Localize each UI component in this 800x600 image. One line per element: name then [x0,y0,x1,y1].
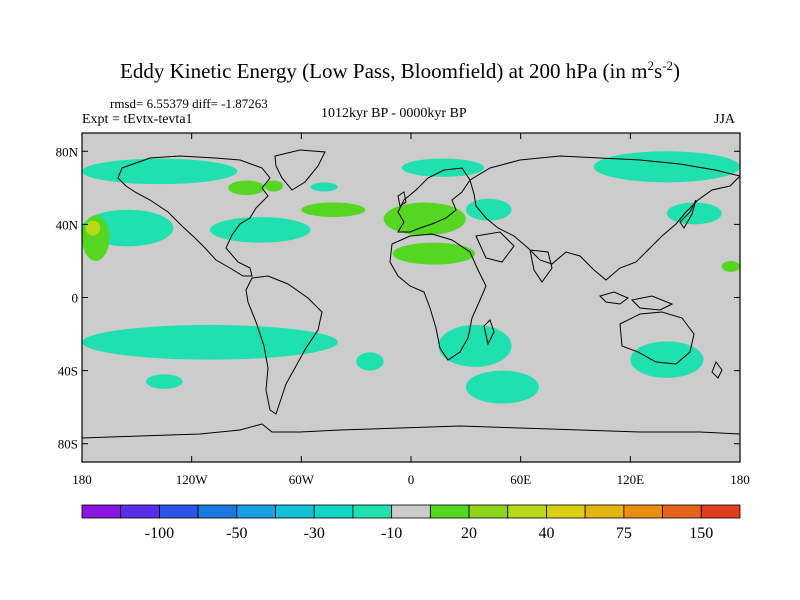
anomaly-region-12 [356,352,384,371]
colorbar-box [507,504,547,519]
colorbar-box [662,504,702,519]
anomaly-region-9 [465,370,539,404]
colorbar-box [391,504,431,519]
x-tick-label: 120W [176,472,209,487]
y-tick-label: 40N [56,217,79,232]
x-tick-label: 60W [289,472,315,487]
colorbar-label: 150 [689,525,713,542]
anomaly-region-21 [85,220,101,236]
x-tick-label: 120E [617,472,645,487]
anomaly-region-20 [721,260,740,272]
colorbar-label: -50 [226,525,247,542]
coastlines [82,149,740,439]
colorbar-label: 40 [538,525,554,542]
colorbar-label: 75 [616,525,632,542]
colorbar-box [120,504,160,519]
stats-text: rmsd= 6.55379 diff= -1.87263 [110,96,268,111]
x-tick-label: 180 [72,472,92,487]
colorbar-box [236,504,276,519]
colorbar-box [700,504,741,519]
x-tick-label: 180 [730,472,750,487]
anomaly-region-19 [264,180,284,192]
colorbar: -100 -50 -30 -10 20 40 75 150 [81,504,741,542]
period-label: 1012kyr BP - 0000kyr BP [321,106,467,121]
colorbar-box [623,504,663,519]
colorbar-label: 20 [461,525,477,542]
colorbar-box [584,504,625,519]
anomaly-region-13 [310,182,338,192]
anomaly-region-8 [438,324,512,367]
anomaly-region-16 [392,242,475,265]
colorbar-box [429,504,470,519]
x-axis: 180 120W 60W 0 60E 120E 180 [72,133,750,487]
colorbar-box [468,504,509,519]
x-tick-label: 60E [510,472,531,487]
chart-title: Eddy Kinetic Energy (Low Pass, Bloomfiel… [120,58,680,83]
anomaly-region-17 [228,180,265,196]
map-background [82,133,740,462]
colorbar-box [275,504,315,519]
anomaly-region-0 [82,158,238,185]
y-axis: 80N 40N 0 40S 80S [56,144,740,452]
anomaly-region-2 [401,158,485,177]
colorbar-box [352,504,393,519]
season-label: JJA [714,112,736,127]
anomaly-region-11 [145,374,183,389]
x-tick-label: 0 [408,472,415,487]
colorbar-box [197,504,238,519]
colorbar-label: -30 [304,525,325,542]
anomaly-region-10 [630,341,704,378]
y-tick-label: 80S [58,437,78,452]
colorbar-box [159,504,199,519]
y-tick-label: 40S [58,364,78,379]
anomaly-region-1 [209,217,311,243]
colorbar-box [81,504,122,519]
colorbar-label: -10 [381,525,402,542]
colorbar-box [546,504,586,519]
colorbar-label: -100 [145,525,174,542]
anomaly-regions [82,151,740,404]
anomaly-region-14 [301,202,366,218]
anomaly-region-7 [82,324,338,360]
y-tick-label: 80N [56,144,79,159]
experiment-label: Expt = tEvtx-tevta1 [82,112,193,127]
anomaly-region-3 [465,198,512,221]
y-tick-label: 0 [72,291,79,306]
anomaly-region-4 [593,151,740,183]
colorbar-box [313,504,354,519]
anomaly-region-15 [383,202,466,236]
